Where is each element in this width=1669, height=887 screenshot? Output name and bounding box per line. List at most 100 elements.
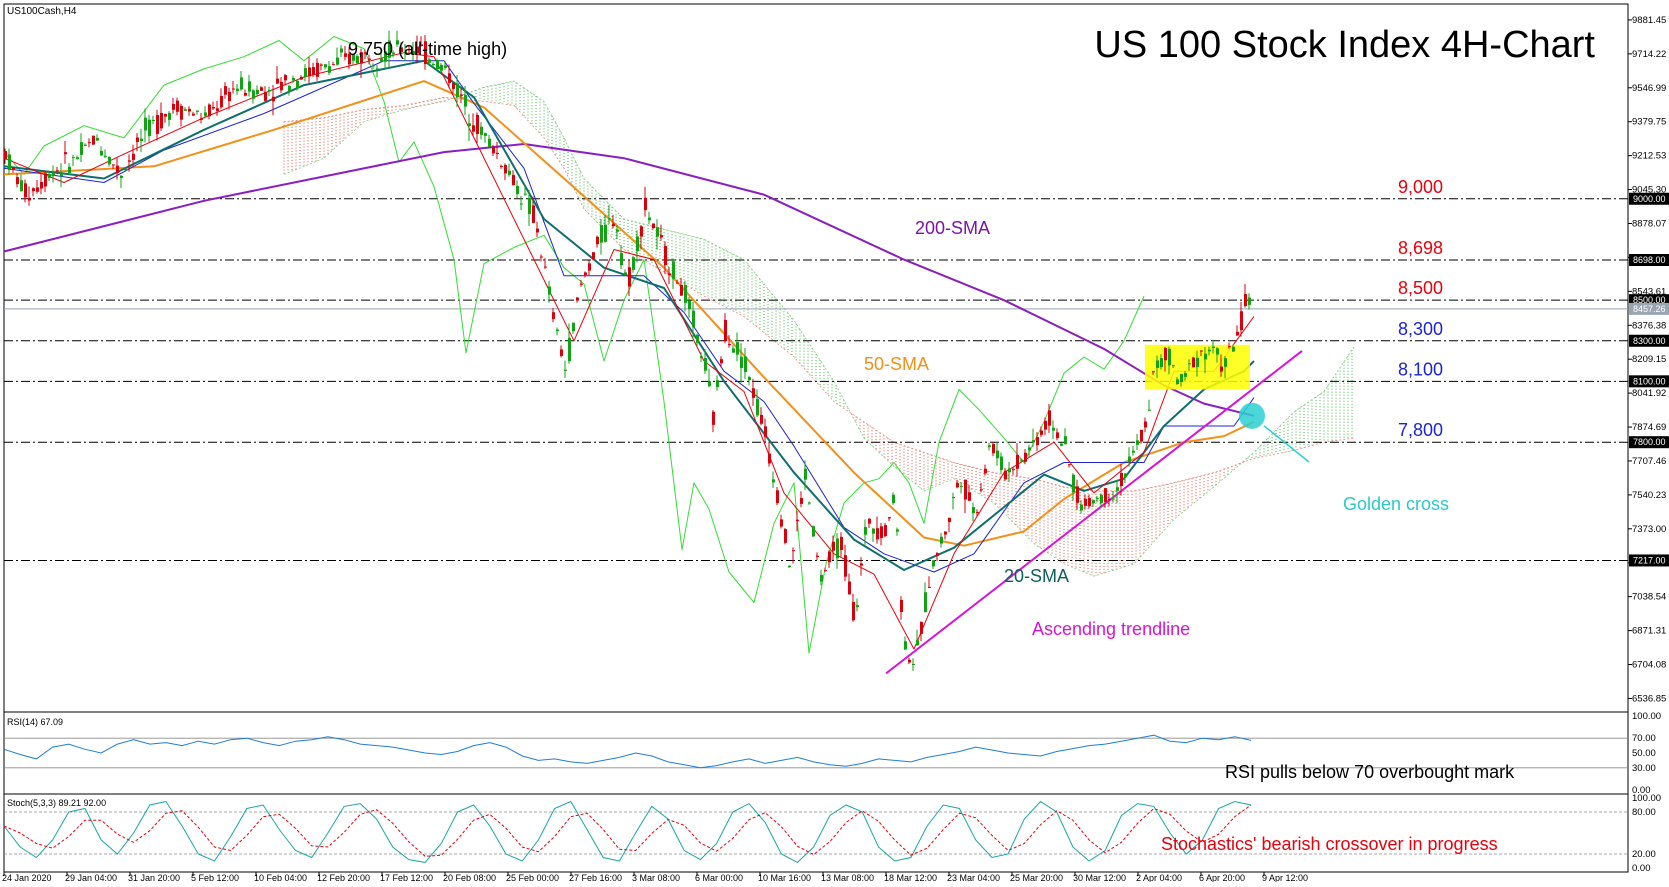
candle-bearish — [272, 96, 275, 102]
golden-cross-pointer — [1263, 425, 1310, 463]
x-tick-label: 2 Apr 04:00 — [1136, 873, 1182, 882]
price-candles — [4, 30, 1251, 671]
y-tick-label: 7707.46 — [1632, 456, 1666, 467]
rsi-tick-label: 100.00 — [1632, 711, 1661, 722]
candle-bullish — [912, 663, 915, 666]
candle-bearish — [448, 73, 451, 83]
candle-bearish — [816, 555, 819, 557]
candle-bearish — [676, 282, 679, 284]
candle-bearish — [1004, 470, 1007, 480]
x-tick-label: 10 Mar 16:00 — [758, 873, 811, 882]
candle-bearish — [408, 49, 411, 51]
candle-bearish — [860, 563, 863, 566]
candle-bullish — [124, 169, 127, 171]
candle-bullish — [380, 58, 383, 62]
trendline-annotation: Ascending trendline — [1032, 619, 1190, 639]
candle-bullish — [856, 605, 859, 608]
candle-bullish — [1208, 349, 1211, 352]
candle-bullish — [896, 529, 899, 532]
candle-bearish — [424, 41, 427, 65]
candle-bullish — [624, 272, 627, 275]
candle-bearish — [1040, 430, 1043, 435]
candle-bearish — [584, 272, 587, 275]
candle-bearish — [112, 164, 115, 166]
candle-bearish — [1044, 420, 1047, 430]
candle-bearish — [668, 273, 671, 276]
candle-bullish — [1184, 373, 1187, 377]
x-tick-label: 13 Mar 08:00 — [821, 873, 874, 882]
candle-bullish — [412, 50, 415, 55]
candle-bullish — [1072, 474, 1075, 493]
candle-bearish — [180, 105, 183, 120]
candle-bullish — [356, 56, 359, 64]
candle-bullish — [620, 252, 623, 266]
price-axis: 9881.45 9714.22 9546.99 9379.75 9212.53 9045.… — [1628, 15, 1669, 704]
candle-bullish — [60, 172, 63, 177]
candle-bearish — [888, 517, 891, 519]
candle-bearish — [1108, 498, 1111, 500]
candle-bullish — [72, 157, 75, 159]
y-tick-label: 8543.61 — [1632, 286, 1666, 297]
candle-bearish — [580, 283, 583, 285]
price-level-box — [1629, 302, 1669, 315]
candle-bearish — [532, 205, 535, 223]
x-tick-label: 29 Jan 04:00 — [65, 873, 117, 882]
candle-bearish — [344, 53, 347, 57]
y-tick-label: 7874.69 — [1632, 422, 1666, 433]
candle-bearish — [44, 173, 47, 187]
candle-bullish — [872, 528, 875, 534]
candle-bullish — [336, 57, 339, 65]
candle-bullish — [892, 494, 895, 504]
candle-bearish — [780, 519, 783, 527]
candle-bullish — [1196, 357, 1199, 367]
candle-bullish — [808, 502, 811, 504]
candle-bearish — [800, 498, 803, 504]
candle-bullish — [1204, 353, 1207, 360]
candle-bullish — [376, 68, 379, 70]
candle-bearish — [28, 197, 31, 201]
candle-bearish — [596, 236, 599, 245]
candle-bullish — [436, 60, 439, 70]
price-level-box — [1629, 554, 1669, 567]
candle-bearish — [188, 108, 191, 112]
candle-bullish — [632, 257, 635, 270]
candle-bearish — [784, 529, 787, 543]
y-tick-label: 7373.00 — [1632, 524, 1666, 535]
candle-bearish — [844, 555, 847, 577]
candle-bullish — [1136, 440, 1139, 445]
candle-bearish — [500, 165, 503, 167]
candle-bullish — [604, 224, 607, 242]
candle-bearish — [1228, 346, 1231, 348]
candle-bullish — [568, 337, 571, 362]
candle-bullish — [932, 560, 935, 567]
candle-bullish — [148, 119, 151, 136]
y-tick-label: 9379.75 — [1632, 117, 1666, 128]
candle-bearish — [224, 86, 227, 95]
x-tick-label: 6 Mar 00:00 — [695, 873, 743, 882]
candle-bullish — [468, 123, 471, 127]
candle-bullish — [464, 94, 467, 107]
candle-bearish — [32, 188, 35, 192]
candle-bearish — [956, 482, 959, 488]
candle-bearish — [936, 553, 939, 556]
rsi-line — [3, 734, 1252, 769]
candle-bearish — [24, 183, 27, 198]
candle-bullish — [1148, 409, 1151, 411]
candle-bearish — [824, 570, 827, 572]
rsi-tick-label: 0.00 — [1632, 785, 1651, 796]
candle-bullish — [1060, 443, 1063, 446]
candle-bullish — [1116, 487, 1119, 491]
candle-bearish — [1120, 473, 1123, 487]
x-tick-label: 18 Mar 12:00 — [884, 873, 937, 882]
stoch-label: Stoch(5,3,3) 89.21 92.00 — [7, 798, 106, 808]
candle-bullish — [120, 175, 123, 178]
candle-bearish — [992, 444, 995, 454]
candle-bearish — [1024, 452, 1027, 462]
candle-bullish — [960, 485, 963, 487]
candle-bearish — [1076, 486, 1079, 503]
y-tick-label: 9212.53 — [1632, 151, 1666, 162]
candle-bullish — [108, 156, 111, 165]
candle-bearish — [312, 67, 315, 75]
candle-bearish — [348, 53, 351, 65]
candle-bullish — [1172, 365, 1175, 367]
